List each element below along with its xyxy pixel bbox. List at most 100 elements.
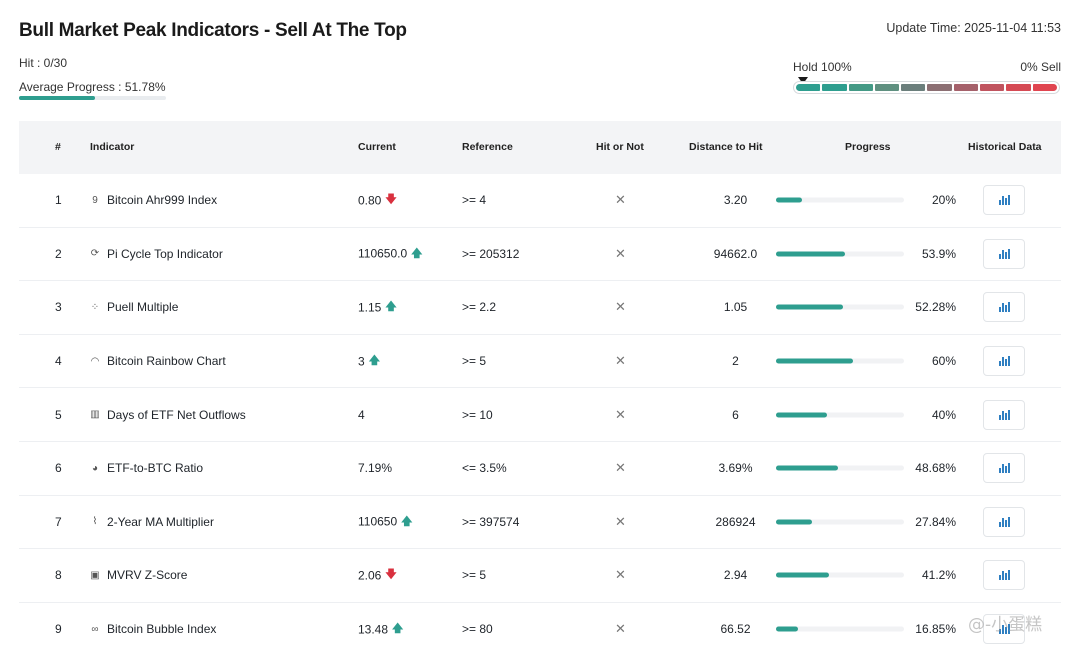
distance-to-hit: 3.69% bbox=[718, 461, 753, 476]
hold-sell-meter bbox=[793, 81, 1060, 94]
bar-chart-icon bbox=[998, 302, 1010, 313]
reference-value: >= 4 bbox=[462, 193, 487, 208]
meter-segment bbox=[980, 84, 1005, 91]
table-row[interactable]: 5 ▥ Days of ETF Net Outflows 4 >= 10 ✕ 6 40% bbox=[19, 388, 1061, 442]
arrow-down-icon: 🡇 bbox=[385, 193, 397, 206]
reference-value: <= 3.5% bbox=[462, 461, 507, 476]
meter-segment bbox=[953, 84, 979, 91]
hit-count: Hit : 0/30 bbox=[19, 56, 68, 70]
distance-to-hit: 286924 bbox=[715, 514, 756, 529]
progress-percent: 41.2% bbox=[921, 568, 956, 583]
bubble-icon: ∞ bbox=[91, 623, 99, 635]
indicator-name-cell[interactable]: ⁘ Puell Multiple bbox=[89, 300, 179, 315]
table-row[interactable]: 1 9 Bitcoin Ahr999 Index 0.80 🡇 >= 4 ✕ 3.20 20% bbox=[19, 174, 1061, 228]
average-progress-bar bbox=[19, 96, 166, 100]
table-row[interactable]: 3 ⁘ Puell Multiple 1.15 🡅 >= 2.2 ✕ 1.05 52.28% bbox=[19, 281, 1061, 335]
indicator-name: 2-Year MA Multiplier bbox=[107, 514, 214, 529]
watermark: @-小蛋糕 bbox=[968, 615, 1043, 635]
current-value-cell: 1.15 🡅 bbox=[358, 298, 397, 317]
indicator-name-cell[interactable]: ▣ MVRV Z-Score bbox=[89, 568, 187, 582]
indicator-name-cell[interactable]: 9 Bitcoin Ahr999 Index bbox=[89, 193, 217, 207]
distance-to-hit: 2.94 bbox=[723, 568, 748, 583]
row-number: 5 bbox=[55, 407, 62, 422]
not-hit-icon: ✕ bbox=[615, 513, 626, 529]
current-value-cell: 13.48 🡅 bbox=[358, 620, 403, 639]
col-indicator: Indicator bbox=[90, 141, 135, 153]
reference-value: >= 80 bbox=[462, 622, 493, 637]
not-hit-icon: ✕ bbox=[615, 567, 626, 583]
col-number: # bbox=[55, 141, 61, 153]
current-value-cell: 4 bbox=[358, 408, 365, 422]
not-hit-icon: ✕ bbox=[615, 406, 626, 422]
bar-chart-icon bbox=[998, 570, 1010, 581]
historical-data-button[interactable] bbox=[983, 185, 1025, 216]
indicator-name: Puell Multiple bbox=[107, 300, 179, 315]
progress-fill bbox=[776, 358, 853, 364]
progress-fill bbox=[776, 465, 839, 471]
table-row[interactable]: 2 ⟳ Pi Cycle Top Indicator 110650.0 🡅 >= 2053… bbox=[19, 228, 1061, 282]
table-row[interactable]: 7 ⌇ 2-Year MA Multiplier 110650 🡅 >= 397574 ✕ 2… bbox=[19, 496, 1061, 550]
historical-data-button[interactable] bbox=[983, 614, 1025, 645]
indicator-name-cell[interactable]: ⟳ Pi Cycle Top Indicator bbox=[89, 247, 223, 261]
bar-chart-icon: ▥ bbox=[90, 409, 100, 421]
progress-bar bbox=[776, 519, 904, 525]
historical-data-button[interactable] bbox=[983, 506, 1025, 537]
table-row[interactable]: 8 ▣ MVRV Z-Score 2.06 🡇 >= 5 ✕ 2.94 41.2% bbox=[19, 549, 1061, 603]
bar-chart-icon bbox=[998, 195, 1010, 206]
current-value: 7.19% bbox=[358, 461, 393, 476]
table-row[interactable]: 4 ◠ Bitcoin Rainbow Chart 3 🡅 >= 5 ✕ 2 60% bbox=[19, 335, 1061, 389]
arrow-up-icon: 🡅 bbox=[392, 622, 404, 635]
arrow-up-icon: 🡅 bbox=[411, 247, 423, 260]
arrow-down-icon: 🡇 bbox=[385, 568, 397, 581]
historical-data-button[interactable] bbox=[983, 346, 1025, 377]
indicator-name-cell[interactable]: ◕ ETF-to-BTC Ratio bbox=[89, 461, 203, 475]
progress-bar bbox=[776, 358, 904, 364]
indicator-name-cell[interactable]: ∞ Bitcoin Bubble Index bbox=[89, 622, 216, 636]
progress-fill bbox=[776, 626, 798, 632]
current-value: 3 bbox=[358, 354, 365, 369]
bar-chart-icon bbox=[998, 516, 1010, 527]
current-value-cell: 7.19% bbox=[358, 461, 392, 475]
historical-data-button[interactable] bbox=[983, 560, 1025, 591]
indicator-name-cell[interactable]: ⌇ 2-Year MA Multiplier bbox=[89, 515, 214, 529]
col-current: Current bbox=[358, 141, 396, 153]
indicator-name-cell[interactable]: ▥ Days of ETF Net Outflows bbox=[89, 408, 245, 422]
current-value: 1.15 bbox=[358, 300, 382, 315]
row-number: 4 bbox=[55, 354, 62, 369]
distance-to-hit: 1.05 bbox=[723, 300, 748, 315]
table-row[interactable]: 9 ∞ Bitcoin Bubble Index 13.48 🡅 >= 80 ✕ 66.52 1… bbox=[19, 603, 1061, 647]
progress-fill bbox=[776, 251, 845, 257]
bar-chart-icon bbox=[998, 356, 1010, 367]
progress-bar bbox=[776, 412, 904, 418]
reference-value: >= 5 bbox=[462, 568, 487, 583]
progress-bar bbox=[776, 626, 904, 632]
indicator-name-cell[interactable]: ◠ Bitcoin Rainbow Chart bbox=[89, 354, 226, 368]
meter-segment bbox=[1006, 84, 1031, 91]
progress-percent: 20% bbox=[931, 193, 956, 208]
indicator-name: Bitcoin Rainbow Chart bbox=[107, 354, 226, 369]
meter-segment bbox=[848, 84, 873, 91]
table-row[interactable]: 6 ◕ ETF-to-BTC Ratio 7.19% <= 3.5% ✕ 3.69% 48.6… bbox=[19, 442, 1061, 496]
historical-data-button[interactable] bbox=[983, 292, 1025, 323]
arrow-up-icon: 🡅 bbox=[368, 354, 380, 367]
current-value: 110650.0 bbox=[358, 246, 408, 261]
historical-data-button[interactable] bbox=[983, 399, 1025, 430]
indicator-name: MVRV Z-Score bbox=[107, 568, 188, 583]
progress-bar bbox=[776, 572, 904, 578]
scatter-icon: ⁘ bbox=[90, 301, 100, 313]
current-value: 13.48 bbox=[358, 622, 389, 637]
reference-value: >= 5 bbox=[462, 354, 487, 369]
progress-percent: 52.28% bbox=[915, 300, 956, 315]
historical-data-button[interactable] bbox=[983, 238, 1025, 269]
col-reference: Reference bbox=[462, 141, 513, 153]
progress-bar bbox=[776, 304, 904, 310]
historical-data-button[interactable] bbox=[983, 453, 1025, 484]
hold-label: Hold 100% bbox=[793, 60, 852, 74]
col-hit: Hit or Not bbox=[596, 141, 644, 153]
current-value-cell: 2.06 🡇 bbox=[358, 566, 397, 585]
meter-segment bbox=[822, 84, 847, 91]
arrow-up-icon: 🡅 bbox=[401, 515, 413, 528]
progress-percent: 16.85% bbox=[915, 622, 956, 637]
indicators-table: # Indicator Current Reference Hit or Not… bbox=[19, 121, 1061, 647]
col-progress: Progress bbox=[845, 141, 891, 153]
